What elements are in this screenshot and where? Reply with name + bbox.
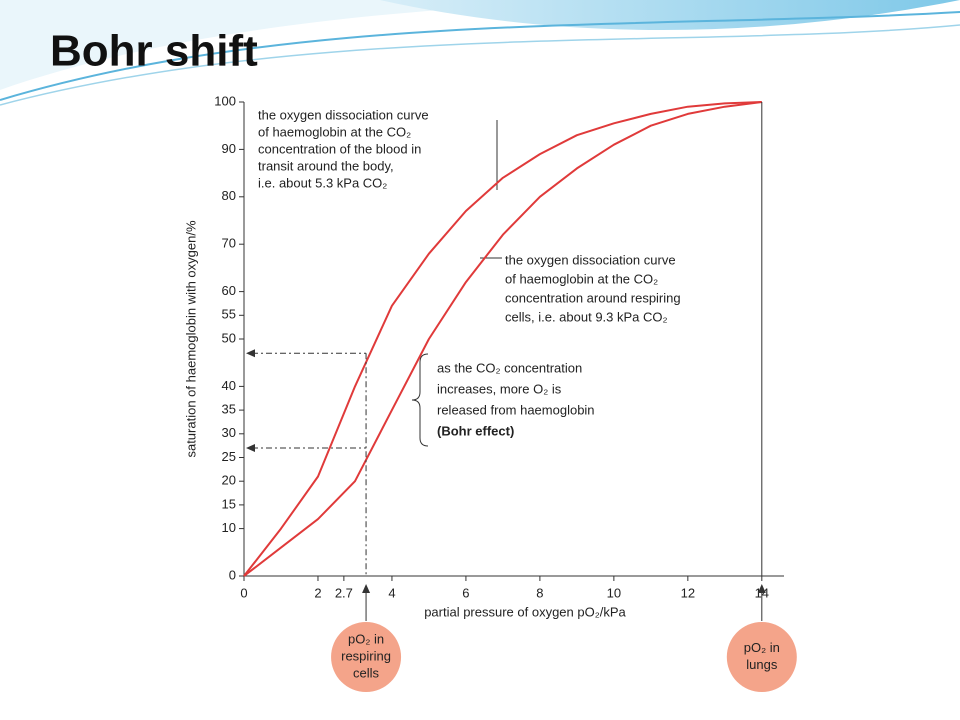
y-tick-label: 15: [222, 496, 236, 511]
curve: [243, 101, 762, 577]
curve: [243, 101, 762, 577]
y-tick-label: 30: [222, 425, 236, 440]
brace: [411, 353, 429, 447]
annotation: of haemoglobin at the CO₂: [258, 124, 411, 139]
y-tick-label: 35: [222, 402, 236, 417]
slide-title: Bohr shift: [50, 27, 258, 76]
y-axis-label: saturation of haemoglobin with oxygen/%: [183, 220, 198, 457]
swoosh-line: [0, 11, 960, 101]
annotation: concentration around respiring: [505, 290, 681, 305]
swoosh-line: [0, 24, 960, 106]
marker-label: pO₂ in: [348, 631, 384, 646]
y-tick-label: 100: [214, 93, 236, 108]
y-tick-label: 10: [222, 520, 236, 535]
annotation: transit around the body,: [258, 158, 394, 173]
y-tick-label: 70: [222, 236, 236, 251]
annotation: increases, more O₂ is: [437, 381, 562, 396]
y-tick-label: 60: [222, 283, 236, 298]
annotation: of haemoglobin at the CO₂: [505, 271, 658, 286]
annotation: the oxygen dissociation curve: [258, 107, 429, 122]
x-tick-label: 8: [536, 585, 543, 600]
y-tick-label: 50: [222, 330, 236, 345]
annotation: concentration of the blood in: [258, 141, 421, 156]
annotation: cells, i.e. about 9.3 kPa CO₂: [505, 309, 668, 324]
annotation: as the CO₂ concentration: [437, 360, 582, 375]
annotation: i.e. about 5.3 kPa CO₂: [258, 175, 387, 190]
marker-label: cells: [353, 665, 380, 680]
y-tick-label: 20: [222, 473, 236, 488]
marker-circle: [331, 622, 402, 692]
swoosh: [380, 0, 960, 30]
arrow-head: [246, 444, 255, 453]
swoosh-bg: [0, 0, 960, 90]
annotation: the oxygen dissociation curve: [505, 252, 676, 267]
x-tick-label: 6: [462, 585, 469, 600]
y-tick-label: 80: [222, 188, 236, 203]
x-axis-label: partial pressure of oxygen pO₂/kPa: [424, 604, 626, 619]
y-tick-label: 25: [222, 449, 236, 464]
y-tick-label: 40: [222, 378, 236, 393]
x-tick-label: 2.7: [335, 585, 353, 600]
annotation: released from haemoglobin: [437, 402, 595, 417]
y-tick-label: 90: [222, 141, 236, 156]
marker-circle: [726, 622, 797, 692]
marker-label: lungs: [746, 657, 778, 672]
marker-label: respiring: [341, 648, 391, 663]
arrow-head: [362, 584, 371, 593]
x-tick-label: 2: [314, 585, 321, 600]
x-tick-label: 0: [240, 585, 247, 600]
y-tick-label: 55: [222, 307, 236, 322]
y-tick-label: 0: [229, 567, 236, 582]
arrow-head: [246, 349, 255, 358]
annotation: (Bohr effect): [437, 423, 514, 438]
arrow-head: [757, 584, 766, 593]
x-tick-label: 10: [607, 585, 621, 600]
marker-label: pO₂ in: [744, 640, 780, 655]
x-tick-label: 12: [681, 585, 695, 600]
chart-panel: [170, 88, 805, 700]
x-tick-label: 4: [388, 585, 395, 600]
